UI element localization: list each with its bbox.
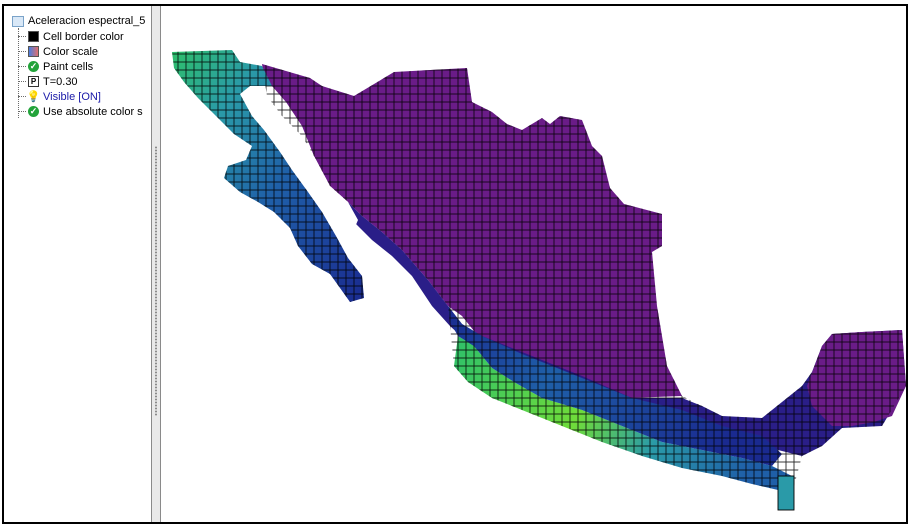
tree-item-paint-cells[interactable]: ✓ Paint cells [18, 59, 143, 74]
tree-item-visible[interactable]: 💡 Visible [ON] [18, 89, 143, 104]
tree-item-label: Cell border color [43, 30, 124, 43]
check-icon: ✓ [28, 106, 39, 117]
lightbulb-icon: 💡 [26, 91, 41, 103]
cell-border-color-icon [28, 31, 39, 42]
tree-item-label: Use absolute color s [43, 105, 143, 118]
tree-item-absolute-color[interactable]: ✓ Use absolute color s [18, 104, 143, 119]
tree-item-label: Paint cells [43, 60, 94, 73]
tree-root-node[interactable]: Aceleracion espectral_5 [12, 15, 145, 27]
tree-children: Cell border color Color scale ✓ Paint ce… [18, 29, 143, 119]
app-frame: Aceleracion espectral_5 Cell border colo… [2, 4, 908, 524]
tree-item-label: Visible [ON] [43, 90, 101, 103]
gulf-of-california [250, 86, 358, 234]
southern-tip-cells [777, 475, 795, 511]
hazard-map [172, 50, 906, 511]
color-scale-icon [28, 46, 39, 57]
tree-item-cell-border-color[interactable]: Cell border color [18, 29, 143, 44]
cell-grid-overlay [172, 50, 906, 490]
layer-tree-panel: Aceleracion espectral_5 Cell border colo… [4, 6, 152, 522]
tree-item-label: Color scale [43, 45, 99, 58]
layer-icon [12, 15, 24, 27]
tree-item-label: T=0.30 [43, 75, 78, 88]
tree-item-period[interactable]: P T=0.30 [18, 74, 143, 89]
map-canvas[interactable] [162, 6, 906, 522]
splitter-grip[interactable] [155, 146, 157, 416]
check-icon: ✓ [28, 61, 39, 72]
tree-item-color-scale[interactable]: Color scale [18, 44, 143, 59]
panel-splitter[interactable] [151, 6, 161, 522]
parameter-icon: P [28, 76, 39, 87]
tree-connector-line [18, 28, 19, 118]
tree-root-label: Aceleracion espectral_5 [28, 15, 146, 27]
